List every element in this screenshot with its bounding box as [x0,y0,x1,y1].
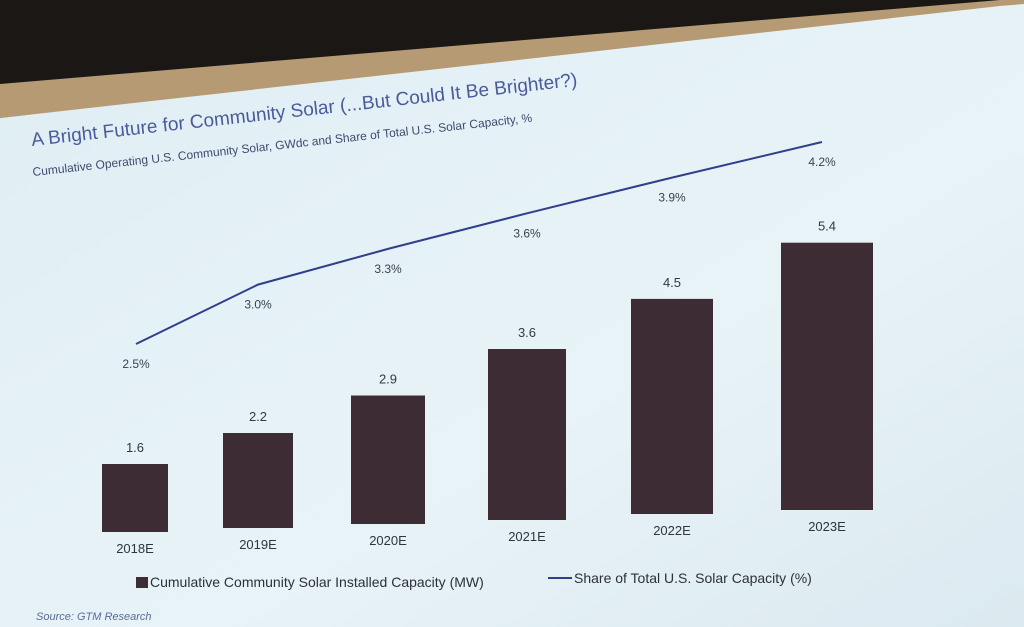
category-label: 2020E [369,533,407,548]
bar-2022E [631,298,713,514]
legend-bar-label: Cumulative Community Solar Installed Cap… [150,574,484,590]
category-label: 2022E [653,523,691,538]
legend: Cumulative Community Solar Installed Cap… [136,570,812,590]
legend-line-label: Share of Total U.S. Solar Capacity (%) [574,570,812,586]
category-label: 2021E [508,529,546,544]
bar-2023E [781,242,873,510]
bar-2019E [223,433,293,528]
frame-strip [0,0,1024,118]
legend-bar-swatch [136,577,148,588]
bar-value-label: 2.2 [249,409,267,424]
category-label: 2019E [239,537,277,552]
bar-2020E [351,395,425,524]
line-value-label: 2.5% [122,357,150,371]
line-value-label: 4.2% [808,155,836,169]
line-layer [135,141,823,345]
line-value-label: 3.9% [658,191,686,205]
bar-value-label: 5.4 [818,219,836,234]
bars-layer [102,242,873,532]
category-label: 2018E [116,541,154,556]
bar-2021E [488,349,566,520]
bar-value-label: 1.6 [126,440,144,455]
bar-value-label: 2.9 [379,372,397,387]
bar-value-label: 3.6 [518,325,536,340]
bar-value-label: 4.5 [663,275,681,290]
category-label: 2023E [808,519,846,534]
source-note: Source: GTM Research [36,611,152,623]
labels-layer: 1.6 2018E 2.2 2019E 2.9 2020E 3.6 2021E 4.5 2022E… [116,155,846,556]
line-value-label: 3.0% [244,298,272,312]
line-value-label: 3.6% [513,226,541,240]
share-line [135,141,823,345]
line-value-label: 3.3% [374,262,402,276]
bar-2018E [102,464,168,532]
